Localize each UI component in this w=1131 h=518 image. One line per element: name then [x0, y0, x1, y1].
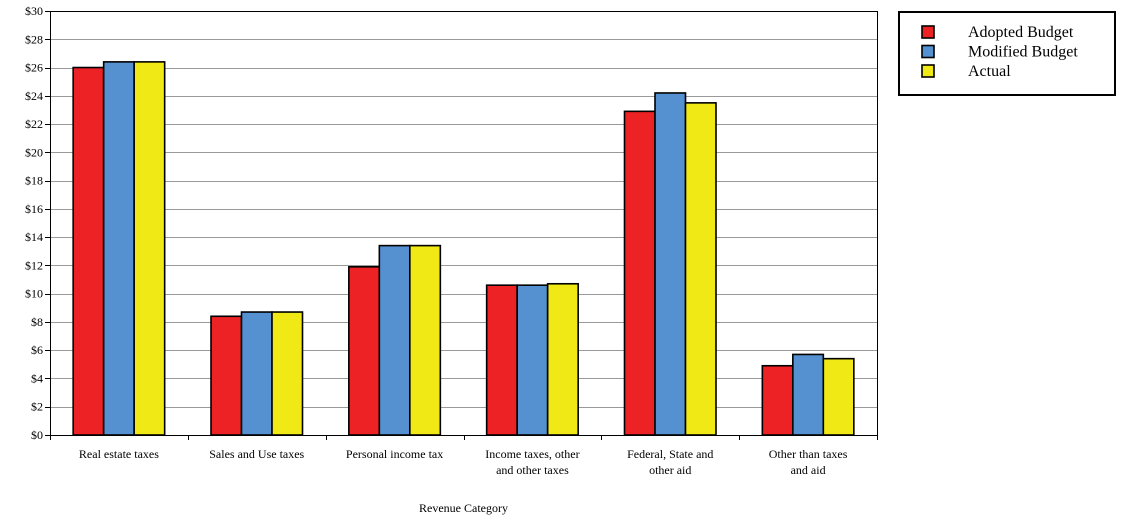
y-tick-label: $22: [25, 117, 43, 131]
bar-adopted-budget: [210, 315, 243, 436]
x-tick-label-line: Personal income tax: [346, 447, 443, 461]
x-tick-label: Other than taxes and aid: [769, 447, 848, 477]
legend-swatch-modified-budget: [921, 44, 935, 59]
bar-actual: [684, 102, 717, 436]
x-tick-label-line: Other than taxes: [769, 447, 848, 461]
bar-modified-budget: [792, 353, 825, 436]
y-tick-label: $26: [25, 61, 43, 75]
x-tick-labels: Real estate taxes Sales and Use taxes Pers…: [79, 447, 848, 477]
x-tick-label: Sales and Use taxes: [209, 447, 304, 461]
legend: Adopted Budget Modified Budget Actual: [898, 11, 1116, 96]
y-tick-label: $6: [31, 343, 43, 357]
x-tick-label-line: Income taxes, other: [485, 447, 579, 461]
bar-adopted-budget: [72, 66, 105, 436]
x-tick-label: Income taxes, other and other taxes: [485, 447, 579, 477]
bar-modified-budget: [102, 61, 135, 436]
y-tick-label: $8: [31, 315, 43, 329]
legend-swatch-actual: [921, 64, 935, 78]
y-tick-label: $12: [25, 258, 43, 272]
y-tick-label: $0: [31, 428, 43, 442]
x-axis-title: Revenue Category: [419, 501, 508, 515]
y-tick-label: $24: [25, 89, 43, 103]
x-tick-label-line: and aid: [791, 463, 826, 477]
y-tick-label: $4: [31, 371, 43, 385]
bars: [72, 61, 855, 436]
x-tick-label-line: Federal, State and: [627, 447, 713, 461]
legend-label-actual: Actual: [968, 63, 1011, 80]
bar-adopted-budget: [485, 284, 518, 436]
y-tick-label: $16: [25, 202, 43, 216]
y-tick-label: $2: [31, 400, 43, 414]
axes: [45, 11, 878, 440]
x-tick-label: Real estate taxes: [79, 447, 159, 461]
bar-actual: [546, 282, 579, 436]
bar-modified-budget: [516, 284, 549, 436]
y-tick-labels: $0 $2 $4 $6 $8 $10 $12 $14 $16 $18 $20 $22 $24 $26 $28…: [25, 4, 43, 442]
y-tick-label: $14: [25, 230, 43, 244]
legend-label-modified-budget: Modified Budget: [968, 44, 1078, 61]
bar-actual: [409, 244, 442, 436]
bar-actual: [133, 61, 166, 436]
x-tick-label-line: Real estate taxes: [79, 447, 159, 461]
bar-modified-budget: [654, 92, 687, 436]
x-tick-label-line: Sales and Use taxes: [209, 447, 304, 461]
x-tick-label-line: other aid: [649, 463, 691, 477]
x-tick-label: Personal income tax: [346, 447, 443, 461]
bar-adopted-budget: [761, 364, 794, 436]
bar-actual: [271, 311, 304, 436]
bar-modified-budget: [378, 244, 411, 436]
legend-box: [898, 11, 1116, 96]
bar-actual: [822, 357, 855, 436]
y-tick-label: $18: [25, 174, 43, 188]
legend-swatch-adopted-budget: [921, 25, 935, 39]
bar-modified-budget: [240, 311, 273, 436]
y-tick-label: $30: [25, 4, 43, 18]
x-tick-label-line: and other taxes: [496, 463, 569, 477]
legend-label-adopted-budget: Adopted Budget: [968, 24, 1074, 41]
y-tick-label: $28: [25, 32, 43, 46]
bar-adopted-budget: [623, 110, 656, 436]
y-tick-label: $20: [25, 145, 43, 159]
y-tick-label: $10: [25, 287, 43, 301]
bar-adopted-budget: [348, 266, 381, 436]
x-tick-label: Federal, State and other aid: [627, 447, 713, 477]
